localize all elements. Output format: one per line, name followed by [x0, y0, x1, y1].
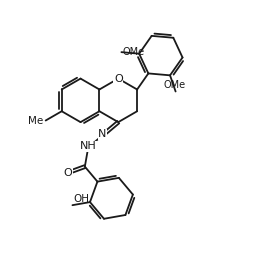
- Text: OMe: OMe: [164, 80, 186, 90]
- Text: O: O: [63, 168, 72, 178]
- Text: O: O: [114, 74, 123, 84]
- Text: OMe: OMe: [122, 47, 144, 57]
- Text: N: N: [98, 129, 107, 139]
- Text: NH: NH: [80, 141, 97, 151]
- Text: OH: OH: [73, 194, 89, 204]
- Text: Me: Me: [29, 116, 44, 126]
